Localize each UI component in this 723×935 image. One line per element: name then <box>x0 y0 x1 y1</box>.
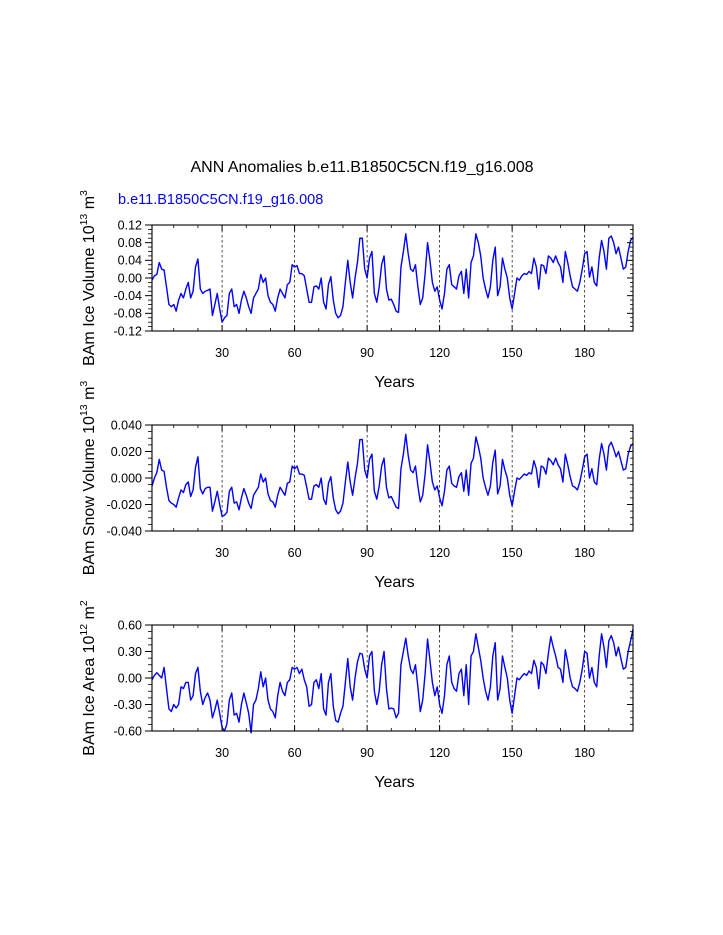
ice-area-xtick-label-60: 60 <box>288 746 302 760</box>
ice-volume-xtick-label-180: 180 <box>574 346 595 360</box>
snow-volume-ytick-label-2: 0.000 <box>111 471 142 485</box>
snow-volume-ytick-label-4: 0.040 <box>111 418 142 432</box>
snow-volume-ylabel: BAm Snow Volume 1013 m3 <box>78 381 98 576</box>
snow-volume-xtick-label-60: 60 <box>288 546 302 560</box>
snow-volume-ylabel-exp: 13 <box>78 404 90 416</box>
ice-area-ylabel-unit: m <box>81 606 98 624</box>
ice-area-xlabel: Years <box>374 774 414 791</box>
snow-volume-xlabel: Years <box>374 574 414 591</box>
snow-volume-series-line <box>151 433 634 518</box>
ice-volume-ytick-label-1: -0.08 <box>114 307 143 321</box>
snow-volume-xtick-label-90: 90 <box>360 546 374 560</box>
ice-area-ylabel-unit-exp: 2 <box>78 600 90 606</box>
ice-area-ylabel-base: BAm Ice Area 10 <box>81 636 98 756</box>
ice-area-xtick-label-150: 150 <box>502 746 523 760</box>
ice-volume-ytick-label-3: 0.00 <box>118 271 142 285</box>
figure-title: ANN Anomalies b.e11.B1850C5CN.f19_g16.00… <box>190 159 533 176</box>
ice-volume-series-line <box>151 233 634 323</box>
ice-area-ylabel-exp: 12 <box>78 624 90 636</box>
ice-volume-ylabel-exp: 13 <box>78 214 90 226</box>
panel-ice-area: 30 60 90 120 150 180 -0.60 -0.30 0.00 0.30 0.60 Yea… <box>78 600 634 791</box>
ice-area-ytick-label-3: 0.30 <box>118 645 142 659</box>
snow-volume-ytick-label-1: -0.020 <box>107 498 142 512</box>
ice-volume-xtick-label-90: 90 <box>360 346 374 360</box>
ice-volume-xtick-label-30: 30 <box>215 346 229 360</box>
legend-label: b.e11.B1850C5CN.f19_g16.008 <box>118 192 323 208</box>
snow-volume-ylabel-unit: m <box>81 387 98 405</box>
ice-volume-plot-frame <box>151 224 634 332</box>
snow-volume-xtick-label-180: 180 <box>574 546 595 560</box>
panel-ice-volume: 30 60 90 120 150 180 -0.12 -0.08 -0.04 0.00 0.04 0.… <box>78 190 634 391</box>
ice-area-series-line <box>151 629 634 734</box>
ice-volume-ytick-label-5: 0.08 <box>118 236 142 250</box>
ice-area-plot-frame <box>151 624 634 732</box>
ice-volume-ylabel-unit: m <box>81 196 98 214</box>
ice-area-ylabel: BAm Ice Area 1012 m2 <box>78 600 98 756</box>
ice-volume-xtick-label-60: 60 <box>288 346 302 360</box>
ice-area-ytick-label-1: -0.30 <box>114 698 143 712</box>
ice-area-ytick-label-4: 0.60 <box>118 618 142 632</box>
ice-volume-ylabel-base: BAm Ice Volume 10 <box>81 225 98 366</box>
snow-volume-xtick-label-30: 30 <box>215 546 229 560</box>
panel-snow-volume: 30 60 90 120 150 180 -0.040 -0.020 0.000 0.020 0.0… <box>78 381 634 591</box>
ice-area-xtick-label-180: 180 <box>574 746 595 760</box>
ice-volume-ytick-label-2: -0.04 <box>114 289 143 303</box>
ice-volume-ytick-label-4: 0.04 <box>118 254 142 268</box>
snow-volume-ylabel-unit-exp: 3 <box>78 381 90 387</box>
ice-area-xtick-label-120: 120 <box>429 746 450 760</box>
ice-volume-xlabel: Years <box>374 374 414 391</box>
ice-area-ytick-label-2: 0.00 <box>118 671 142 685</box>
snow-volume-ylabel-base: BAm Snow Volume 10 <box>81 416 98 575</box>
snow-volume-xtick-label-120: 120 <box>429 546 450 560</box>
ice-volume-ylabel: BAm Ice Volume 1013 m3 <box>78 190 98 366</box>
ice-area-xtick-label-90: 90 <box>360 746 374 760</box>
ice-area-xtick-label-30: 30 <box>215 746 229 760</box>
ice-volume-ytick-label-0: -0.12 <box>114 324 143 338</box>
ice-volume-ytick-label-6: 0.12 <box>118 218 142 232</box>
ice-volume-xtick-label-150: 150 <box>502 346 523 360</box>
snow-volume-xtick-label-150: 150 <box>502 546 523 560</box>
snow-volume-ytick-label-0: -0.040 <box>107 524 142 538</box>
ice-volume-ylabel-unit-exp: 3 <box>78 190 90 196</box>
ice-volume-xtick-label-120: 120 <box>429 346 450 360</box>
ice-area-ytick-label-0: -0.60 <box>114 724 143 738</box>
snow-volume-ytick-label-3: 0.020 <box>111 445 142 459</box>
